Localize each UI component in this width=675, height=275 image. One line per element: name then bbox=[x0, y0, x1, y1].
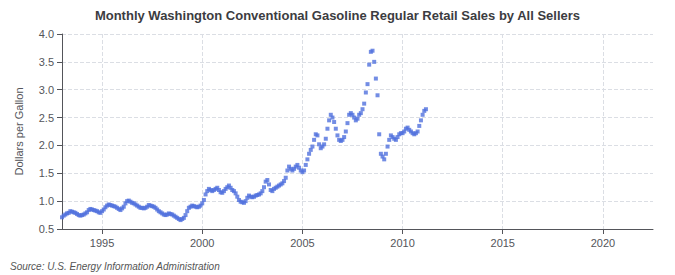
svg-text:2005: 2005 bbox=[290, 237, 314, 249]
svg-text:2015: 2015 bbox=[491, 237, 515, 249]
svg-text:1.0: 1.0 bbox=[39, 195, 54, 207]
svg-text:Dollars per Gallon: Dollars per Gallon bbox=[13, 87, 25, 175]
svg-text:2.5: 2.5 bbox=[39, 112, 54, 124]
svg-text:Monthly Washington Conventiona: Monthly Washington Conventional Gasoline… bbox=[95, 8, 580, 23]
svg-text:1.5: 1.5 bbox=[39, 167, 54, 179]
svg-text:3.0: 3.0 bbox=[39, 84, 54, 96]
svg-text:2010: 2010 bbox=[390, 237, 414, 249]
svg-text:Source: U.S. Energy Informatio: Source: U.S. Energy Information Administ… bbox=[10, 261, 220, 272]
svg-text:0.5: 0.5 bbox=[39, 223, 54, 235]
svg-text:3.5: 3.5 bbox=[39, 56, 54, 68]
svg-text:2.0: 2.0 bbox=[39, 139, 54, 151]
svg-text:4.0: 4.0 bbox=[39, 28, 54, 40]
svg-text:2020: 2020 bbox=[591, 237, 615, 249]
svg-text:1995: 1995 bbox=[90, 237, 114, 249]
svg-text:2000: 2000 bbox=[190, 237, 214, 249]
